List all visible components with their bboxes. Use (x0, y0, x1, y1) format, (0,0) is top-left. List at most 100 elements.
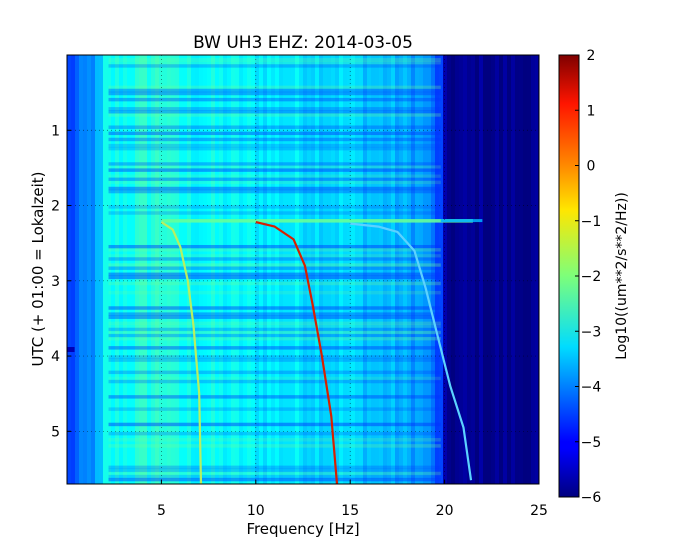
low-frequency-anomaly (67, 347, 75, 353)
time-row (108, 162, 441, 166)
spectral-band (155, 55, 160, 484)
time-row (108, 107, 441, 111)
time-row (108, 205, 441, 209)
spectral-band (251, 55, 256, 484)
time-row (108, 477, 441, 482)
time-row (108, 355, 441, 359)
colorbar-tick-label: −2 (581, 269, 602, 285)
spectral-band (135, 55, 140, 484)
spectral-band (299, 55, 304, 484)
spectral-band (351, 55, 356, 484)
spectral-band (219, 55, 224, 484)
spectral-band (331, 55, 336, 484)
spectral-band (339, 55, 344, 484)
spectral-band (467, 55, 472, 484)
time-row (108, 91, 441, 96)
time-row (108, 379, 441, 384)
frequency-trace (255, 221, 339, 484)
spectral-band (195, 55, 200, 484)
time-row (108, 327, 441, 332)
time-row (108, 358, 441, 362)
spectral-band (67, 55, 72, 484)
spectral-band (259, 55, 264, 484)
time-row (108, 254, 441, 258)
time-row (108, 407, 441, 411)
spectral-band (131, 55, 136, 484)
spectral-band (267, 55, 272, 484)
spectral-band (203, 55, 208, 484)
spectral-band (247, 55, 252, 484)
spectral-band (239, 55, 244, 484)
time-row (108, 444, 441, 448)
spectral-band (171, 55, 176, 484)
spectral-band (491, 55, 496, 484)
spectral-band (255, 55, 260, 484)
time-row (108, 275, 441, 280)
spectral-band (531, 55, 536, 484)
frequency-trace (350, 222, 473, 481)
spectral-band (359, 55, 364, 484)
spectral-band (419, 55, 424, 484)
colorbar-tick-label: 1 (587, 103, 596, 119)
time-row (108, 110, 441, 114)
time-row (108, 468, 441, 473)
spectral-band (447, 55, 452, 484)
spectral-band (295, 55, 300, 484)
x-tick-label: 25 (530, 503, 548, 519)
spectral-band (107, 55, 112, 484)
spectral-band (319, 55, 324, 484)
time-row (108, 257, 441, 261)
spectral-band (411, 55, 416, 484)
chart-title: BW UH3 EHZ: 2014-03-05 (193, 33, 413, 53)
spectral-band (343, 55, 348, 484)
spectral-band (335, 55, 340, 484)
spectral-band (127, 55, 132, 484)
spectral-band (159, 55, 164, 484)
colorbar-ticks: 2 1 0 −1 −2 −3 −4 −5 −6 (575, 48, 601, 506)
spectral-band (279, 55, 284, 484)
time-row (108, 64, 441, 68)
spectral-band (227, 55, 232, 484)
spectral-band (527, 55, 532, 484)
time-row (108, 125, 441, 129)
time-row (108, 324, 441, 329)
time-row (108, 137, 441, 142)
spectral-band (143, 55, 148, 484)
spectral-band (87, 55, 92, 484)
spectral-band (147, 55, 152, 484)
spectral-band (199, 55, 204, 484)
spectral-band (283, 55, 288, 484)
y-tick-label: 4 (51, 349, 60, 365)
spectral-band (443, 55, 448, 484)
spectral-band (119, 55, 124, 484)
x-axis-ticks: 5 10 15 20 25 (157, 480, 548, 519)
spectral-band (459, 55, 464, 484)
colorbar-tick-label: 0 (587, 159, 596, 175)
spectral-band (315, 55, 320, 484)
time-row (108, 61, 441, 65)
y-tick-label: 5 (51, 424, 60, 440)
y-tick-label: 1 (51, 123, 60, 139)
spectral-band (519, 55, 524, 484)
y-tick-label: 3 (51, 274, 60, 290)
event-start-band (161, 219, 473, 223)
colorbar-tick-label: −4 (581, 380, 602, 396)
time-row (108, 177, 441, 182)
spectral-band (163, 55, 168, 484)
spectral-band (431, 55, 436, 484)
spectral-band (347, 55, 352, 484)
no-data-strip (67, 484, 539, 498)
spectral-band (179, 55, 184, 484)
event-start-band (440, 219, 483, 223)
y-axis-ticks: 1 2 3 4 5 (51, 123, 71, 440)
time-row (108, 168, 441, 172)
time-row (108, 346, 441, 350)
time-rows (67, 58, 483, 482)
time-row (108, 88, 441, 93)
colorbar-tick-label: −1 (581, 214, 602, 230)
spectral-band (463, 55, 468, 484)
spectral-band (187, 55, 192, 484)
spectral-band (307, 55, 312, 484)
spectral-band (95, 55, 100, 484)
time-row (108, 263, 441, 267)
